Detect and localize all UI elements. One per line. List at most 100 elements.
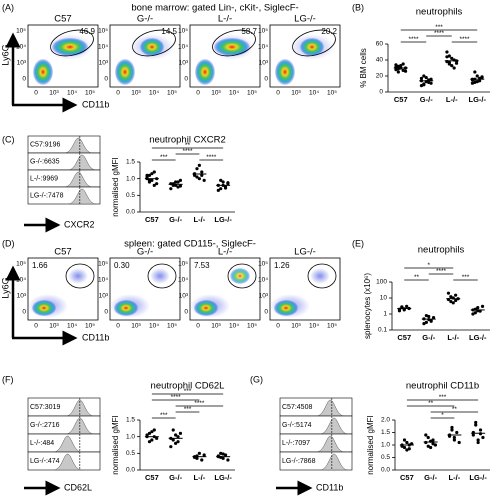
data-point (200, 173, 204, 177)
flow-tick-label: 0 (104, 76, 108, 83)
histogram-label: C57:9196 (30, 141, 60, 148)
gate (132, 29, 176, 57)
gate-value: 7.53 (194, 261, 210, 270)
density (33, 59, 53, 85)
data-point (429, 445, 433, 450)
data-point (147, 173, 152, 177)
data-point (455, 430, 459, 435)
gate (147, 263, 177, 289)
flow-tick-label: 10³ (49, 90, 59, 97)
data-point (200, 458, 204, 462)
data-point (226, 181, 230, 185)
data-point (169, 187, 173, 191)
data-point (150, 178, 154, 182)
data-point (197, 451, 201, 455)
data-point (480, 75, 484, 79)
data-point (450, 64, 454, 68)
x-tick-label: G-/- (420, 95, 433, 104)
gate-value: 1.26 (274, 261, 290, 270)
data-point (202, 453, 206, 457)
density (114, 300, 138, 316)
histogram-label: G-/-:6635 (30, 158, 60, 165)
data-point (419, 76, 424, 80)
data-point (400, 305, 404, 309)
x-tick-label: L-/- (449, 473, 461, 482)
significance-label: ** (452, 406, 458, 413)
data-point (422, 322, 426, 326)
flow-tick-label: 10⁴ (258, 44, 268, 51)
data-point (480, 304, 485, 308)
density (310, 268, 330, 284)
flow-tick-label: 0 (196, 323, 200, 330)
y-tick-label: 0.5 (381, 454, 390, 461)
flow-tick-label: 10⁴ (149, 90, 159, 97)
flow-tick-label: 0 (34, 323, 38, 330)
x-tick-label: G-/- (169, 215, 182, 224)
x-tick-label: LG-/- (469, 95, 487, 104)
data-point (474, 423, 478, 427)
data-point (451, 301, 455, 305)
chart-title: neutrophil CXCR2 (149, 135, 226, 146)
data-point (171, 428, 175, 432)
data-point (226, 458, 230, 462)
flow-tick-label: 10⁵ (327, 90, 337, 97)
histogram (67, 188, 97, 205)
data-point (445, 50, 449, 54)
histogram (319, 453, 349, 471)
density (274, 300, 298, 316)
y-tick-label: 1.0 (126, 433, 135, 440)
gate (307, 263, 337, 289)
significance-label: **** (434, 30, 445, 37)
data-point (169, 445, 173, 449)
chart-title: neutrophil CD11b (406, 381, 479, 392)
data-point (178, 184, 183, 188)
data-point (152, 170, 156, 174)
density (195, 59, 215, 85)
histogram (67, 154, 97, 171)
flow-tick-label: 0 (22, 309, 26, 316)
flow-tick-label: 10⁴ (258, 277, 268, 284)
significance-label: ** (428, 400, 434, 407)
density (68, 268, 88, 284)
data-point (475, 80, 479, 84)
histogram-label: LG-/-:7868 (282, 458, 316, 465)
significance-label: *** (439, 394, 447, 401)
data-point (473, 311, 477, 315)
data-point (424, 76, 428, 80)
histogram (319, 417, 349, 435)
data-point (176, 435, 180, 439)
flow-tick-label: 10⁵ (167, 323, 177, 330)
plot-label: LG-/- (294, 14, 316, 25)
y-tick-label: 0.0 (126, 467, 135, 474)
histogram-label: L-/-:9969 (30, 175, 58, 182)
data-point (176, 180, 180, 184)
plot-label: LG-/- (294, 247, 316, 258)
flow-tick-label: 10⁵ (258, 28, 268, 35)
data-point (174, 433, 178, 437)
data-point (152, 183, 156, 187)
data-point (429, 81, 433, 85)
data-point (452, 438, 456, 442)
flow-tick-label: 10⁴ (149, 323, 159, 330)
data-point (449, 299, 453, 304)
data-point (470, 81, 475, 85)
plot-label: G-/- (137, 14, 153, 25)
gate-value: 1.66 (32, 261, 48, 270)
flow-tick-label: 10⁴ (178, 277, 188, 284)
axis-label: CD11b (82, 99, 109, 109)
data-point (397, 309, 402, 313)
data-point (450, 425, 454, 430)
plot-label: L-/- (218, 14, 232, 25)
data-point (150, 172, 154, 176)
data-point (422, 83, 426, 87)
data-point (424, 433, 428, 437)
gate-value: 20.2 (321, 27, 337, 36)
histogram (53, 435, 82, 453)
y-axis-label: % BM cells (359, 48, 368, 88)
data-point (399, 64, 403, 68)
flow-tick-label: 10⁵ (327, 323, 337, 330)
x-tick-label: C57 (400, 473, 414, 482)
plot-label: C57 (54, 14, 71, 25)
histogram (316, 435, 345, 453)
axis-label: CD62L (64, 482, 92, 492)
